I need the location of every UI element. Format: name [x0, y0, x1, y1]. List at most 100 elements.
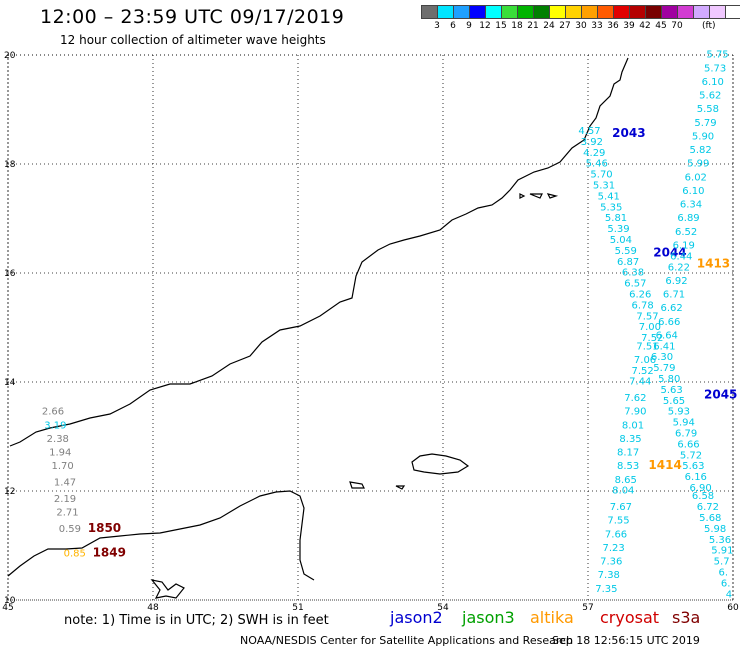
wave-height-label: 6.79 [675, 429, 697, 440]
wave-height-label: 4.57 [578, 126, 600, 137]
wave-height-label: 5.80 [658, 374, 680, 385]
x-tick-label: 57 [582, 603, 593, 613]
wave-height-label: 7.38 [598, 570, 620, 581]
page-title: 12:00 – 23:59 UTC 09/17/2019 [40, 6, 345, 28]
footnote: note: 1) Time is in UTC; 2) SWH is in fe… [64, 613, 329, 628]
wave-height-label: 7.52 [632, 366, 654, 377]
track-number-label: 1413 [697, 257, 730, 271]
scale-label: 3 [434, 21, 440, 31]
wave-height-label: 6.41 [653, 341, 675, 352]
wave-height-label: 6.64 [656, 330, 678, 341]
legend-jason2: jason2 [390, 608, 443, 627]
y-tick-label: 14 [4, 378, 16, 388]
wave-height-label: 6.78 [632, 300, 654, 311]
scale-label: 9 [466, 21, 472, 31]
wave-height-label: 5.91 [711, 546, 733, 557]
scale-label: 42 [639, 21, 651, 31]
y-tick-label: 16 [4, 269, 16, 279]
small-island [529, 193, 543, 199]
wave-height-label: 6.57 [624, 279, 646, 290]
wave-height-label: 6.52 [675, 227, 697, 238]
wave-height-label: 6.89 [677, 213, 699, 224]
track-number-label: 2043 [612, 126, 645, 140]
wave-height-label: 6.02 [685, 172, 707, 183]
wave-height-label: 5.31 [593, 181, 615, 192]
wave-height-label: 7.35 [595, 584, 617, 595]
small-island [395, 485, 406, 490]
wave-height-label: 6.92 [665, 276, 687, 287]
wave-height-label: 7.00 [639, 322, 661, 333]
wave-height-label: 6.72 [697, 502, 719, 513]
scale-label: 24 [543, 21, 555, 31]
arabian-coastline [9, 57, 629, 447]
wave-height-label: 5.41 [598, 191, 620, 202]
wave-height-label: 4.29 [583, 148, 605, 159]
wave-height-label: 6.19 [673, 240, 695, 251]
map-frame [7, 54, 734, 601]
wave-height-label: 3.19 [44, 420, 66, 431]
scale-label: 33 [591, 21, 603, 31]
wave-height-label: 5.70 [590, 170, 612, 181]
scale-label: 21 [527, 21, 539, 31]
wave-height-label: 5.46 [586, 159, 608, 170]
wave-height-label: 7.55 [607, 516, 629, 527]
page-subtitle: 12 hour collection of altimeter wave hei… [60, 33, 326, 47]
wave-height-label: 5.79 [653, 363, 675, 374]
wave-height-label: 5.82 [690, 145, 712, 156]
wave-height-label: 7.57 [636, 311, 658, 322]
small-island [546, 193, 559, 199]
y-tick-label: 10 [4, 596, 16, 606]
wave-height-label: 5.81 [605, 213, 627, 224]
axis-ticks: 45 48 51 54 57 60 20 18 16 14 12 10 [2, 51, 739, 613]
scale-label: 27 [559, 21, 571, 31]
wave-height-label: 8.04 [612, 486, 634, 497]
wave-height-label: 5.99 [687, 159, 709, 170]
wave-height-label: 5.7 [714, 557, 730, 568]
wave-height-label: 6.58 [692, 491, 714, 502]
wave-height-label: 5.93 [668, 407, 690, 418]
track-number-label: 2044 [653, 246, 686, 260]
wave-height-label: 7.23 [603, 543, 625, 554]
wave-height-label: 6.66 [658, 317, 680, 328]
wave-height-label: 5.35 [600, 202, 622, 213]
wave-height-label: 7.66 [605, 529, 627, 540]
scale-label: 18 [511, 21, 523, 31]
wave-height-label: 5.65 [663, 396, 685, 407]
wave-height-label: 8.01 [622, 420, 644, 431]
wave-height-label: 6.44 [670, 251, 692, 262]
map-grid [7, 54, 734, 601]
wave-height-label: 5.72 [680, 450, 702, 461]
wave-height-label: 5.94 [673, 418, 695, 429]
socotra-island [411, 453, 470, 475]
wave-height-label: 2.19 [54, 494, 76, 505]
wave-height-label: 6.38 [622, 268, 644, 279]
y-tick-label: 12 [4, 487, 15, 497]
small-island [349, 481, 365, 489]
wave-height-label: 0.59 [59, 524, 81, 535]
scale-label: 15 [495, 21, 507, 31]
scale-label: 45 [655, 21, 667, 31]
wave-height-label: 6. [719, 567, 729, 578]
wave-height-label: 3.92 [581, 137, 603, 148]
credit-line: NOAA/NESDIS Center for Satellite Applica… [240, 634, 574, 647]
wave-height-label: 5.73 [704, 63, 726, 74]
wave-height-label: 8.35 [619, 434, 641, 445]
somalia-fragment [150, 579, 185, 599]
wave-height-label: 5.63 [682, 461, 704, 472]
track-labels: 2043 2044 2045 1413 1414 1850 1849 [88, 126, 738, 560]
scale-label: 39 [623, 21, 635, 31]
wave-height-label: 6.71 [663, 290, 685, 301]
x-tick-label: 54 [437, 603, 449, 613]
wave-height-label: 2.66 [42, 407, 64, 418]
wave-height-label: 7.67 [610, 502, 632, 513]
track-number-label: 1849 [93, 545, 126, 559]
y-tick-label: 20 [4, 51, 16, 61]
x-tick-label: 51 [292, 603, 303, 613]
wave-height-label: 5.63 [661, 385, 683, 396]
wave-height-label: 6. [721, 578, 731, 589]
wave-height-label: 6.34 [680, 200, 702, 211]
wave-height-label: 6.10 [702, 77, 724, 88]
x-tick-label: 48 [147, 603, 159, 613]
x-tick-label: 60 [727, 603, 739, 613]
